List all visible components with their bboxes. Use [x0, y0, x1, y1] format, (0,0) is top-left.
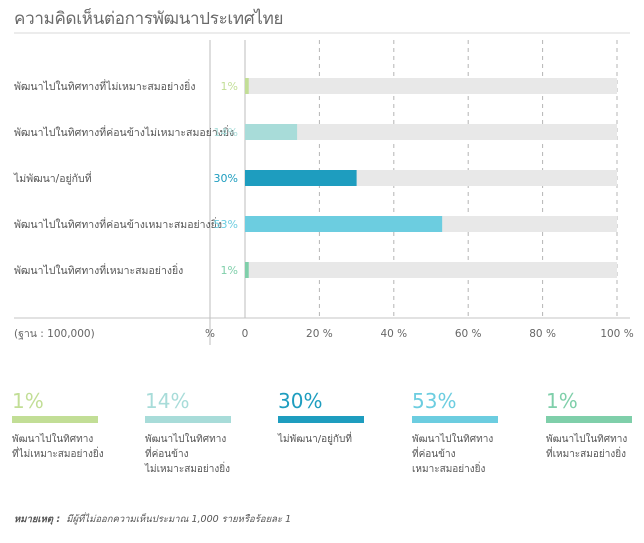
summary-card-3: 53% พัฒนาไปในทิศทางที่ค่อนข้างเหมาะสมอย่า…: [412, 388, 522, 477]
base-note: (ฐาน : 100,000): [14, 328, 95, 340]
bar-chart: พัฒนาไปในทิศทางที่ไม่เหมาะสมอย่างยิ่ง 1% พ…: [13, 32, 634, 345]
summary-label: พัฒนาไปในทิศทางที่เหมาะสมอย่างยิ่ง: [546, 432, 644, 462]
summary-color-bar: [546, 416, 632, 423]
bar-track-4: [245, 262, 617, 278]
summary-label-line: พัฒนาไปในทิศทาง: [12, 434, 94, 445]
x-tick-label-0: 0: [242, 328, 249, 340]
summary-label-line: เหมาะสมอย่างยิ่ง: [412, 464, 486, 475]
summary-label: พัฒนาไปในทิศทางที่ค่อนข้างไม่เหมาะสมอย่า…: [145, 432, 255, 477]
summary-label-line: ที่ไม่เหมาะสมอย่างยิ่ง: [12, 449, 104, 460]
summary-label-line: พัฒนาไปในทิศทาง: [145, 434, 227, 445]
value-label-1: 14%: [214, 126, 238, 139]
summary-label-line: ไม่พัฒนา/อยู่กับที่: [278, 434, 352, 445]
bar-2: [245, 170, 357, 186]
summary-card-1: 14% พัฒนาไปในทิศทางที่ค่อนข้างไม่เหมาะสมอ…: [145, 388, 255, 477]
summary-color-bar: [278, 416, 364, 423]
bar-3: [245, 216, 443, 232]
summary-card-2: 30% ไม่พัฒนา/อยู่กับที่: [278, 388, 388, 447]
category-label-4: พัฒนาไปในทิศทางที่เหมาะสมอย่างยิ่ง: [14, 263, 183, 277]
summary-label-line: ที่ค่อนข้าง: [412, 449, 456, 460]
summary-color-bar: [412, 416, 498, 423]
summary-label: พัฒนาไปในทิศทางที่ไม่เหมาะสมอย่างยิ่ง: [12, 432, 122, 462]
summary-label-line: พัฒนาไปในทิศทาง: [546, 434, 628, 445]
summary-card-4: 1% พัฒนาไปในทิศทางที่เหมาะสมอย่างยิ่ง: [546, 388, 644, 462]
summary-percent: 1%: [546, 389, 578, 413]
summary-label-line: ที่เหมาะสมอย่างยิ่ง: [546, 449, 626, 460]
summary-label: ไม่พัฒนา/อยู่กับที่: [278, 432, 388, 447]
summary-color-bar: [12, 416, 98, 423]
summary-label-line: ไม่เหมาะสมอย่างยิ่ง: [145, 464, 231, 475]
summary-percent: 1%: [12, 389, 44, 413]
bar-track-0: [245, 78, 617, 94]
percent-axis-label: %: [205, 328, 215, 340]
value-label-2: 30%: [214, 172, 238, 185]
summary-label: พัฒนาไปในทิศทางที่ค่อนข้างเหมาะสมอย่างยิ…: [412, 432, 522, 477]
summary-label-line: ที่ค่อนข้าง: [145, 449, 189, 460]
footnote: หมายเหตุ : มีผู้ที่ไม่ออกความเห็นประมาณ 1…: [14, 512, 291, 527]
value-label-4: 1%: [221, 264, 238, 277]
chart-title: ความคิดเห็นต่อการพัฒนาประเทศไทย: [14, 9, 284, 29]
bar-track-1: [245, 124, 617, 140]
bar-4: [245, 262, 249, 278]
summary-percent: 30%: [278, 389, 323, 413]
summary-label-line: พัฒนาไปในทิศทาง: [412, 434, 494, 445]
x-tick-label-80: 80 %: [529, 328, 556, 340]
summary-percent: 53%: [412, 389, 457, 413]
summary-percent: 14%: [145, 389, 190, 413]
summary-color-bar: [145, 416, 231, 423]
summary-card-0: 1% พัฒนาไปในทิศทางที่ไม่เหมาะสมอย่างยิ่ง: [12, 388, 122, 462]
bar-0: [245, 78, 249, 94]
x-tick-label-40: 40 %: [380, 328, 407, 340]
x-tick-label-100: 100 %: [600, 328, 633, 340]
category-label-2: ไม่พัฒนา/อยู่กับที่: [13, 171, 92, 185]
value-label-0: 1%: [221, 80, 238, 93]
category-label-0: พัฒนาไปในทิศทางที่ไม่เหมาะสมอย่างยิ่ง: [14, 79, 195, 93]
value-label-3: 53%: [214, 218, 238, 231]
footnote-text: มีผู้ที่ไม่ออกความเห็นประมาณ 1,000 รายหร…: [66, 514, 292, 525]
bar-1: [245, 124, 298, 140]
category-label-1: พัฒนาไปในทิศทางที่ค่อนข้างไม่เหมาะสมอย่า…: [14, 125, 234, 139]
category-label-3: พัฒนาไปในทิศทางที่ค่อนข้างเหมาะสมอย่างยิ…: [14, 217, 222, 231]
x-tick-label-60: 60 %: [455, 328, 482, 340]
x-tick-label-20: 20 %: [306, 328, 333, 340]
footnote-label: หมายเหตุ :: [14, 514, 61, 525]
